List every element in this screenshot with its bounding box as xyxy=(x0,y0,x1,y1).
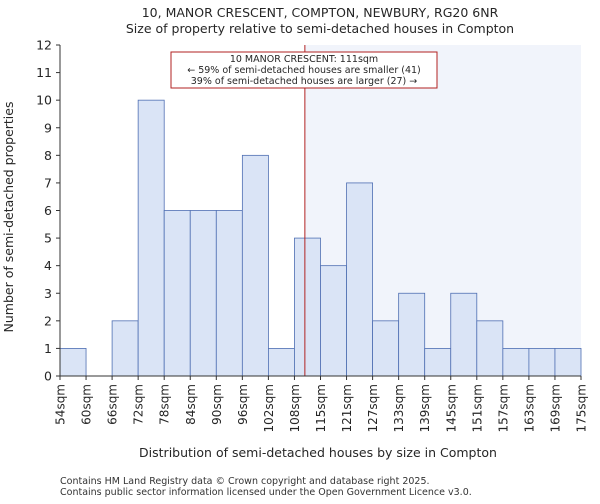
x-tick-label: 175sqm xyxy=(575,384,589,432)
annotation-line2: ← 59% of semi-detached houses are smalle… xyxy=(187,65,421,76)
bar-157sqm xyxy=(502,348,530,377)
y-tick-label: 6 xyxy=(44,203,52,218)
x-tick-label: 72sqm xyxy=(132,384,146,425)
bar-169sqm xyxy=(554,348,582,377)
bar-66sqm xyxy=(111,320,139,377)
y-tick-label: 2 xyxy=(44,313,52,328)
y-tick-label: 9 xyxy=(44,120,52,135)
y-tick-label: 8 xyxy=(44,148,52,163)
bar-163sqm xyxy=(528,348,556,377)
y-tick-label: 12 xyxy=(36,38,52,53)
x-tick-label: 108sqm xyxy=(288,384,302,432)
bar-90sqm xyxy=(215,210,243,377)
x-ticks-group: 54sqm 60sqm 66sqm 72sqm 78sqm 84sqm 90sqm 96sqm… xyxy=(54,376,589,432)
footer-line2: Contains public sector information licen… xyxy=(60,487,472,498)
footer-line1: Contains HM Land Registry data © Crown c… xyxy=(60,476,430,487)
x-tick-label: 78sqm xyxy=(158,384,172,425)
chart-title-line2: Size of property relative to semi-detach… xyxy=(126,21,514,36)
y-axis-label: Number of semi-detached properties xyxy=(1,102,16,333)
x-axis-label: Distribution of semi-detached houses by … xyxy=(139,445,497,460)
bar-133sqm xyxy=(398,292,426,377)
x-tick-label: 96sqm xyxy=(236,384,250,425)
bar-102sqm xyxy=(267,348,295,377)
bar-121sqm xyxy=(346,182,373,377)
bar-108sqm xyxy=(294,237,321,377)
bar-145sqm xyxy=(450,292,478,377)
bar-96sqm xyxy=(241,154,269,377)
x-tick-label: 121sqm xyxy=(340,384,354,432)
x-tick-label: 54sqm xyxy=(54,384,68,425)
x-tick-label: 133sqm xyxy=(392,384,406,432)
y-tick-label: 10 xyxy=(36,93,52,108)
x-tick-label: 157sqm xyxy=(496,384,510,432)
bar-54sqm xyxy=(59,348,87,377)
y-tick-label: 1 xyxy=(44,341,52,356)
x-tick-label: 60sqm xyxy=(80,384,94,425)
x-tick-label: 145sqm xyxy=(444,384,458,432)
bar-139sqm xyxy=(424,348,452,377)
bar-151sqm xyxy=(476,320,504,377)
x-tick-label: 102sqm xyxy=(262,384,276,432)
y-tick-label: 3 xyxy=(44,286,52,301)
x-tick-label: 151sqm xyxy=(470,384,484,432)
bar-115sqm xyxy=(320,265,347,377)
bars-group xyxy=(59,99,582,377)
annotation-line1: 10 MANOR CRESCENT: 111sqm xyxy=(230,54,378,65)
x-tick-label: 90sqm xyxy=(210,384,224,425)
chart-title-line1: 10, MANOR CRESCENT, COMPTON, NEWBURY, RG… xyxy=(142,5,499,20)
bar-78sqm xyxy=(163,210,191,377)
y-tick-label: 7 xyxy=(44,175,52,190)
y-tick-label: 0 xyxy=(44,369,52,384)
bar-84sqm xyxy=(189,210,217,377)
x-tick-label: 127sqm xyxy=(366,384,380,432)
y-tick-label: 11 xyxy=(36,65,52,80)
bar-127sqm xyxy=(372,320,400,377)
x-tick-label: 169sqm xyxy=(548,384,562,432)
x-tick-label: 139sqm xyxy=(418,384,432,432)
y-tick-label: 4 xyxy=(44,258,52,273)
x-tick-label: 66sqm xyxy=(106,384,120,425)
x-tick-label: 84sqm xyxy=(184,384,198,425)
x-tick-label: 115sqm xyxy=(314,384,328,432)
annotation-line3: 39% of semi-detached houses are larger (… xyxy=(191,76,418,87)
property-annotation: 10 MANOR CRESCENT: 111sqm ← 59% of semi-… xyxy=(170,51,438,89)
annotation-box xyxy=(170,51,438,89)
bar-72sqm xyxy=(137,99,165,377)
x-tick-label: 163sqm xyxy=(522,384,536,432)
y-tick-label: 5 xyxy=(44,231,52,246)
